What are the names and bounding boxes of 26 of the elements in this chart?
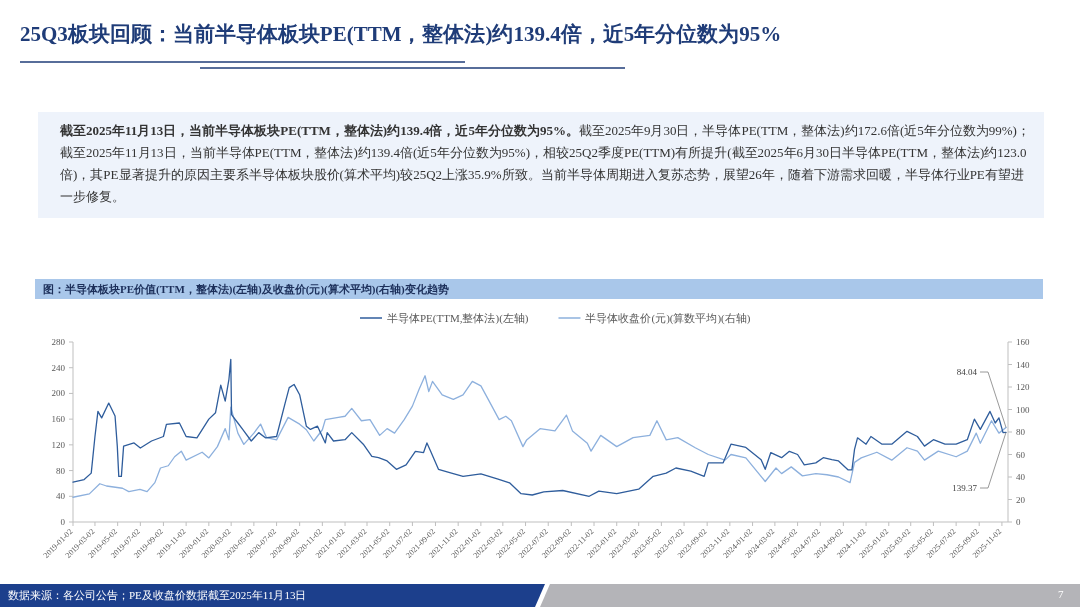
y2-tick-label: 80: [1016, 427, 1026, 437]
y2-tick-label: 60: [1016, 449, 1026, 460]
y-tick-label: 80: [56, 465, 66, 476]
y-tick-label: 160: [51, 414, 66, 425]
annotation: 84.04: [956, 367, 978, 377]
y2-tick-label: 120: [1016, 382, 1030, 392]
text: 7: [1058, 588, 1064, 600]
legend-label: 半导体PE(TTM,整体法)(左轴): [387, 312, 529, 325]
y2-tick-label: 40: [1016, 472, 1026, 482]
text: 截至2025年11月13日，当前半导体板块PE(TTM，整体法)约139.4倍，近5年分位数为95%。截至2025年9月30日，半导体PE(TTM，整体法)约172.6倍(近5年分位数为99%)；截至2025年11月13日，当前半导体PE(TTM，整体法)约139.4倍(近5年分位数为95%)，相较25Q2季度PE(TTM)有所提升(截至2025年6月30日半导体PE(TTM，整体法)约123.0倍)，其PE显著提升的原因主要系半导体板块股价(算术平均)较25Q2上涨35.9%所致。当前半导体周期进入复苏态势，展望26年，随着下游需求回暖，半导体行业PE有望进一步修复。: [38, 112, 1044, 218]
source-note: 数据来源：各公司公告；PE及收盘价数据截至2025年11月13日: [8, 588, 307, 603]
y-tick-label: 280: [51, 337, 66, 347]
y-tick-label: 40: [56, 491, 66, 502]
y-tick-label: 120: [51, 439, 66, 450]
y-tick-label: 240: [51, 362, 66, 373]
y2-tick-label: 140: [1016, 359, 1030, 370]
chart-subtitle: 图：半导体板块PE价值(TTM，整体法)(左轴)及收盘价(元)(算术平均)(右轴)变化趋势: [35, 279, 1043, 299]
y2-tick-label: 20: [1016, 494, 1026, 505]
annotation: 139.37: [952, 483, 978, 493]
y2-tick-label: 160: [1016, 337, 1030, 347]
y2-tick-label: 100: [1016, 404, 1030, 415]
y-tick-label: 200: [51, 388, 66, 399]
y2-tick-label: 0: [1016, 517, 1021, 527]
y-tick-label: 0: [60, 517, 66, 527]
legend-label: 半导体收盘价(元)(算数平均)(右轴): [585, 312, 751, 325]
chart-title: 25Q3板块回顾：当前半导体板块PE(TTM，整体法)约139.4倍，近5年分位数为95%: [20, 21, 782, 48]
